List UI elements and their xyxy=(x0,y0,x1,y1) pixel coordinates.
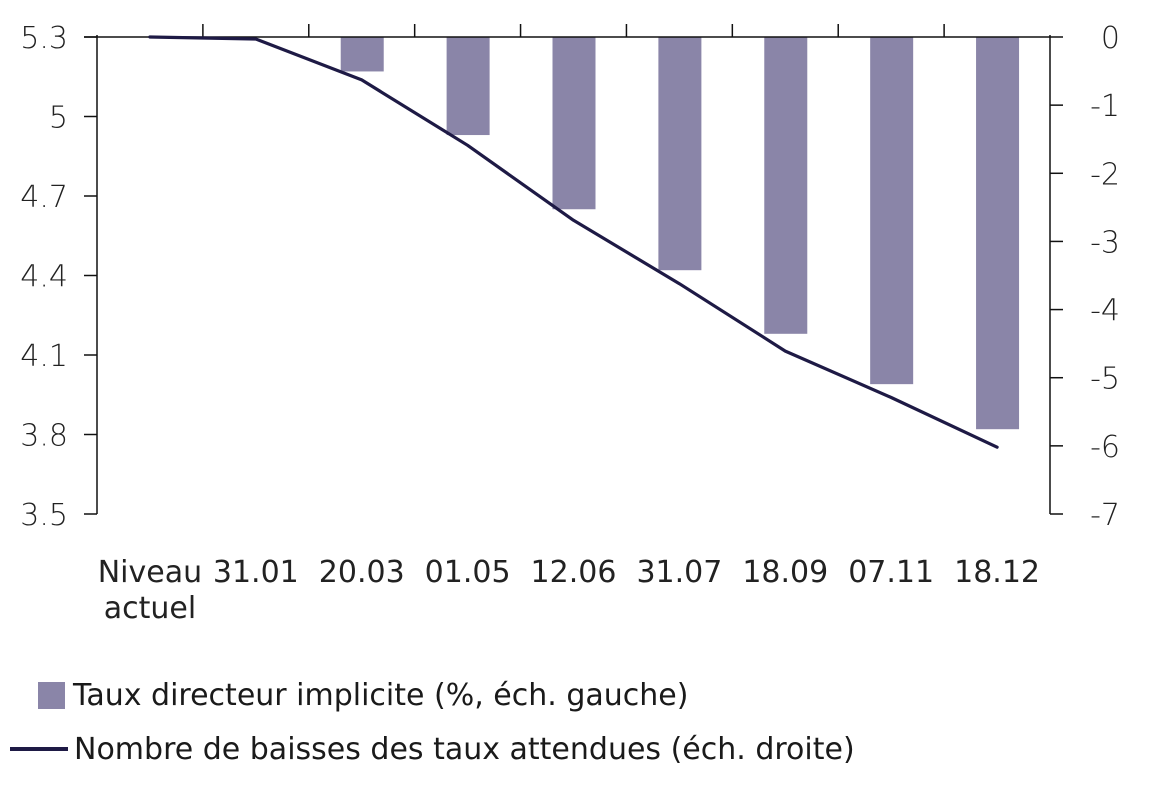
svg-text:0: 0 xyxy=(1101,21,1120,56)
bar xyxy=(446,37,490,136)
svg-text:-2: -2 xyxy=(1090,157,1120,192)
legend-item-bar: Taux directeur implicite (%, éch. gauche… xyxy=(0,668,855,722)
bar xyxy=(870,37,914,385)
svg-text:-6: -6 xyxy=(1090,430,1120,465)
svg-text:-5: -5 xyxy=(1090,362,1120,397)
bar-series xyxy=(340,37,1020,430)
right-axis-labels: 0 -1 -2 -3 -4 -5 -6 -7 xyxy=(1090,21,1120,533)
svg-text:4.1: 4.1 xyxy=(20,339,68,374)
axes xyxy=(84,24,1063,515)
svg-text:-3: -3 xyxy=(1090,225,1120,260)
legend-label-bar: Taux directeur implicite (%, éch. gauche… xyxy=(73,677,689,713)
bar xyxy=(340,37,384,72)
bar-swatch-icon xyxy=(38,681,65,709)
svg-text:31.01: 31.01 xyxy=(213,555,299,590)
svg-text:20.03: 20.03 xyxy=(319,555,405,590)
bar xyxy=(658,37,702,271)
left-axis-labels: 5.3 5 4.7 4.4 4.1 3.8 3.5 xyxy=(20,21,68,533)
svg-text:3.8: 3.8 xyxy=(20,419,68,454)
line-swatch-icon xyxy=(10,747,68,751)
svg-text:18.09: 18.09 xyxy=(742,555,828,590)
svg-text:-4: -4 xyxy=(1090,294,1120,329)
svg-text:4.7: 4.7 xyxy=(20,180,68,215)
svg-text:5.3: 5.3 xyxy=(20,21,68,56)
svg-text:3.5: 3.5 xyxy=(20,498,68,533)
svg-text:actuel: actuel xyxy=(104,591,196,626)
bar xyxy=(976,37,1020,430)
legend-item-line: Nombre de baisses des taux attendues (éc… xyxy=(0,722,855,776)
legend-label-line: Nombre de baisses des taux attendues (éc… xyxy=(74,731,855,767)
svg-text:Niveau: Niveau xyxy=(98,555,202,590)
bar xyxy=(764,37,808,334)
svg-text:-1: -1 xyxy=(1090,89,1120,124)
chart-area: 5.3 5 4.7 4.4 4.1 3.8 3.5 0 -1 -2 -3 -4 -5 -6 -7 Nive… xyxy=(20,21,1120,626)
svg-text:07.11: 07.11 xyxy=(848,555,934,590)
svg-text:-7: -7 xyxy=(1090,498,1120,533)
svg-text:12.06: 12.06 xyxy=(531,555,617,590)
svg-text:18.12: 18.12 xyxy=(954,555,1040,590)
line-path xyxy=(148,35,999,449)
legend: Taux directeur implicite (%, éch. gauche… xyxy=(0,668,855,776)
svg-text:01.05: 01.05 xyxy=(425,555,511,590)
line-series xyxy=(148,35,999,449)
svg-text:5: 5 xyxy=(49,101,68,136)
svg-text:31.07: 31.07 xyxy=(636,555,722,590)
svg-text:4.4: 4.4 xyxy=(20,260,68,295)
bar xyxy=(552,37,596,210)
